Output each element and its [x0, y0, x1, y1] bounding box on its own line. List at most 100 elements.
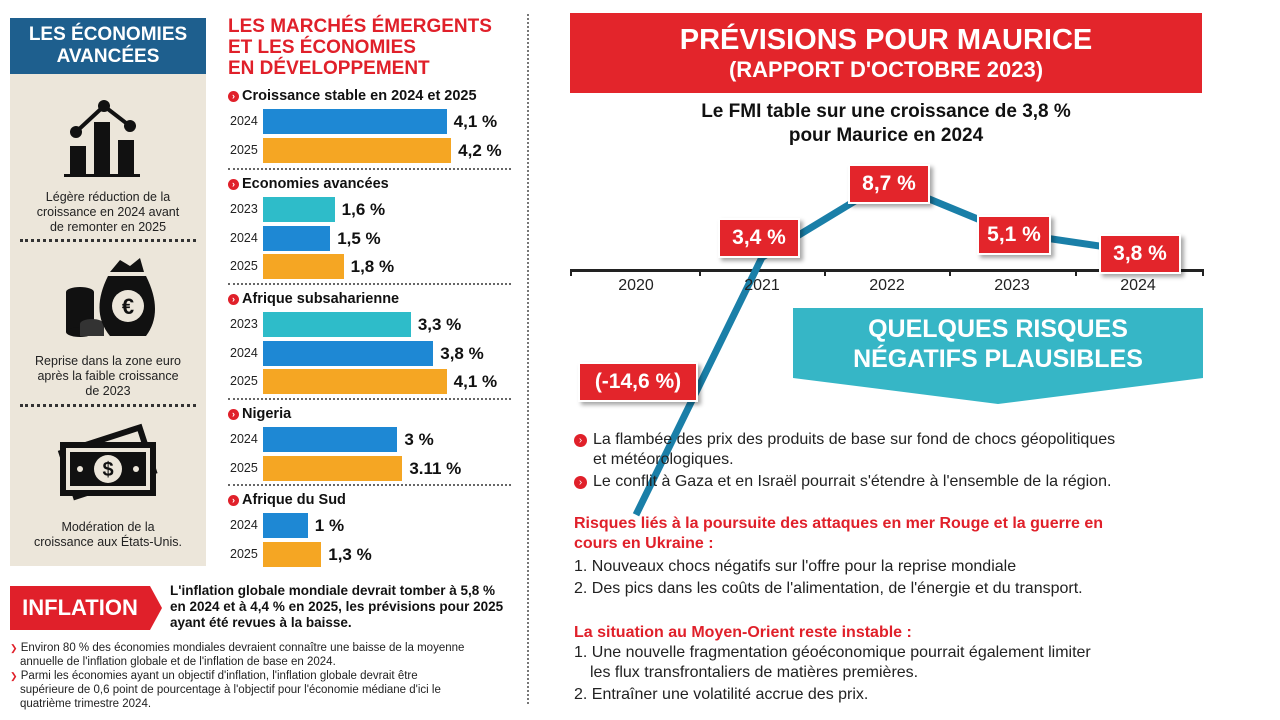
axis-tick [1202, 269, 1204, 276]
inflation-badge: INFLATION [10, 586, 150, 630]
year-label: 2025 [230, 546, 258, 561]
risk-item-2: 2. Des pics dans les coûts de l'alimenta… [574, 580, 1083, 597]
bullet-icon: › [574, 476, 587, 489]
risks-banner: QUELQUES RISQUES NÉGATIFS PLAUSIBLES [793, 308, 1203, 378]
euro-bag-icon: € [66, 258, 155, 337]
column-divider [527, 14, 529, 704]
inflation-bullet-1: ❯ Environ 80 % des économies mondiales d… [10, 642, 465, 668]
group-heading: › Nigeria [228, 406, 291, 422]
point-label: 5,1 % [977, 215, 1051, 256]
bar [263, 455, 403, 481]
bullet-icon: › [228, 409, 239, 420]
mauritius-header: PRÉVISIONS POUR MAURICE (RAPPORT D'OCTOB… [570, 13, 1202, 93]
axis-tick [570, 269, 572, 276]
year-label: 2025 [230, 142, 258, 157]
advanced-caption-3: Modération de la croissance aux États-Un… [34, 520, 182, 549]
point-label: 3,8 % [1099, 233, 1181, 274]
year-label: 2025 [230, 460, 258, 475]
point-label: 8,7 % [848, 163, 930, 204]
svg-text:€: € [122, 294, 134, 319]
bullet-icon: › [228, 91, 239, 102]
divider [228, 398, 511, 400]
bar-value-label: 3,8 % [440, 343, 484, 363]
group-heading: › Economies avancées [228, 176, 389, 192]
group-name: Croissance stable en 2024 et 2025 [242, 88, 477, 104]
divider [228, 484, 511, 486]
bar-value-label: 1,3 % [328, 544, 372, 564]
inflation-badge-arrow [150, 586, 162, 630]
risk-bullet-2: › Le conflit à Gaza et en Israël pourrait… [574, 472, 1204, 492]
bullet-icon: ❯ [10, 671, 18, 681]
axis-tick [699, 269, 701, 276]
advanced-economies-title: LES ÉCONOMIES AVANCÉES [10, 18, 206, 74]
mauritius-subtitle: Le FMI table sur une croissance de 3,8 %… [701, 101, 1071, 146]
group-name: Afrique du Sud [242, 492, 346, 508]
x-tick-label: 2022 [869, 277, 905, 294]
risk-bullet-1: › La flambée des prix des produits de bas… [574, 430, 1204, 470]
bar [263, 137, 452, 163]
bar-value-label: 4,1 % [453, 372, 498, 391]
x-tick-label: 2021 [744, 277, 780, 294]
bullet-icon: ❯ [10, 643, 18, 653]
bar-value-label: 3 % [404, 430, 434, 449]
x-tick-label: 2023 [994, 277, 1030, 294]
group-heading: › Afrique du Sud [228, 492, 346, 508]
bar [263, 541, 322, 567]
axis-tick [949, 269, 951, 276]
divider [228, 168, 511, 170]
bar [263, 312, 411, 337]
bar-value-label: 4,2 % [458, 140, 502, 160]
bar [263, 340, 434, 366]
divider [20, 239, 196, 242]
bar [263, 197, 335, 222]
bar-value-label: 4,1 % [453, 112, 498, 131]
x-axis [570, 269, 1202, 272]
bar [263, 254, 344, 279]
bullet-icon: › [574, 434, 587, 447]
year-label: 2025 [230, 259, 258, 273]
bar [263, 109, 447, 134]
x-tick-label: 2024 [1120, 277, 1156, 294]
bar [263, 369, 447, 394]
risks-banner-arrow [793, 378, 1203, 404]
emerging-title: LES MARCHÉS ÉMERGENTS ET LES ÉCONOMIES E… [228, 16, 492, 79]
bullet-icon: › [228, 294, 239, 305]
advanced-caption-2: Reprise dans la zone euro après la faibl… [35, 354, 181, 398]
inflation-summary: L'inflation globale mondiale devrait tom… [170, 583, 504, 630]
dollar-bill-icon: $ [57, 423, 158, 501]
year-label: 2025 [230, 374, 258, 388]
x-tick-label: 2020 [618, 277, 654, 294]
point-label: (-14,6 %) [578, 362, 698, 402]
group-name: Nigeria [242, 406, 292, 422]
bar-value-label: 1,5 % [337, 228, 381, 248]
bar-value-label: 1 % [314, 516, 345, 535]
bar-chart-icon [64, 100, 140, 177]
group-heading: › Afrique subsaharienne [228, 291, 399, 307]
group-name: Economies avancées [242, 176, 389, 192]
risk-heading-1: Risques liés à la poursuite des attaques… [574, 515, 1104, 552]
year-label: 2024 [230, 230, 258, 245]
bar-value-label: 1,6 % [341, 200, 386, 219]
year-label: 2024 [230, 345, 258, 360]
advanced-caption-1: Légère réduction de la croissance en 202… [36, 190, 180, 234]
risk-item-3: 1. Une nouvelle fragmentation géoéconomi… [574, 644, 1091, 681]
axis-tick [1075, 269, 1077, 276]
divider [20, 404, 196, 407]
inflation-bullet-2: ❯ Parmi les économies ayant un objectif … [10, 670, 441, 710]
group-name: Afrique subsaharienne [242, 291, 400, 307]
bullet-icon: › [228, 495, 239, 506]
bar [263, 513, 308, 538]
risk-item-1: 1. Nouveaux chocs négatifs sur l'offre p… [574, 558, 1017, 575]
risk-heading-2: La situation au Moyen-Orient reste insta… [574, 624, 912, 641]
year-label: 2024 [230, 518, 258, 532]
year-label: 2024 [230, 432, 258, 446]
year-label: 2023 [230, 317, 258, 331]
divider [228, 283, 511, 285]
group-heading: › Croissance stable en 2024 et 2025 [228, 88, 477, 104]
svg-text:$: $ [102, 459, 113, 481]
year-label: 2023 [230, 202, 258, 216]
bar [263, 225, 331, 251]
bar-value-label: 3,3 % [417, 315, 462, 334]
bar-value-label: 1,8 % [350, 257, 395, 276]
bar [263, 427, 398, 452]
